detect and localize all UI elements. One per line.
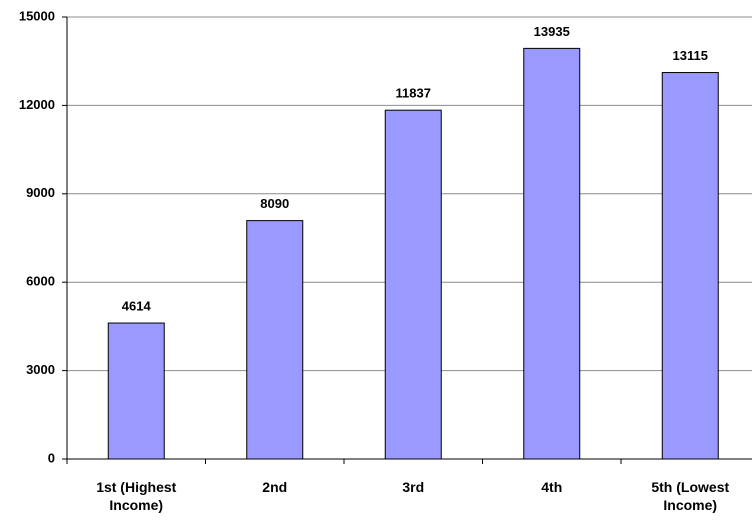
bar bbox=[384, 109, 442, 460]
bar bbox=[107, 322, 165, 460]
value-label: 13115 bbox=[673, 48, 708, 63]
y-tick-label: 6000 bbox=[26, 274, 55, 289]
x-tick-label: 2nd bbox=[262, 479, 288, 495]
y-tick-label: 0 bbox=[48, 450, 55, 465]
x-tick-label: 5th (Lowest Income) bbox=[651, 479, 730, 513]
x-tick-label: 1st (Highest Income) bbox=[96, 479, 177, 513]
value-label: 8090 bbox=[260, 196, 289, 211]
x-tick-label: 3rd bbox=[402, 479, 425, 495]
y-tick-label: 12000 bbox=[19, 97, 55, 112]
bar bbox=[523, 47, 581, 460]
bar bbox=[246, 220, 304, 460]
y-tick-label: 9000 bbox=[26, 185, 55, 200]
x-tick-label: 4th bbox=[541, 479, 563, 495]
bar bbox=[661, 72, 719, 460]
y-tick-label: 15000 bbox=[19, 8, 55, 23]
value-label: 13935 bbox=[534, 24, 570, 39]
y-tick-label: 3000 bbox=[26, 362, 55, 377]
value-label: 11837 bbox=[396, 86, 431, 101]
value-label: 4614 bbox=[122, 298, 152, 313]
